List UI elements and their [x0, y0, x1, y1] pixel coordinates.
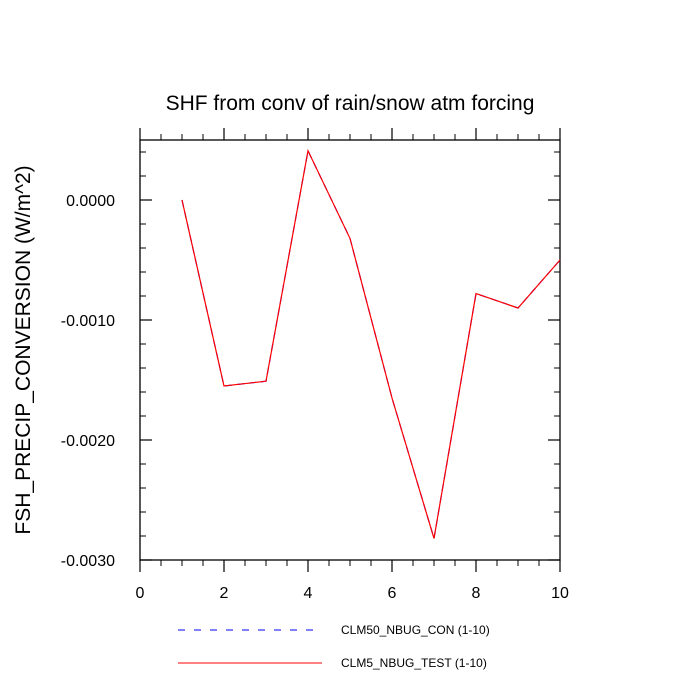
- x-tick-label: 4: [304, 585, 313, 602]
- y-axis: 0.0000 -0.0010 -0.0020 -0.0030: [61, 151, 560, 570]
- legend-label: CLM50_NBUG_CON (1-10): [341, 623, 490, 637]
- legend: CLM50_NBUG_CON (1-10) CLM5_NBUG_TEST (1-1…: [178, 623, 490, 670]
- legend-label: CLM5_NBUG_TEST (1-10): [341, 656, 487, 670]
- y-tick-label: -0.0010: [61, 313, 115, 330]
- y-tick-label: -0.0030: [61, 553, 115, 570]
- x-tick-label: 2: [220, 585, 229, 602]
- plot-frame: [139, 139, 561, 561]
- y-tick-label: 0.0000: [66, 193, 115, 210]
- x-tick-label: 8: [472, 585, 481, 602]
- series-line-1: [181, 148, 561, 539]
- y-tick-label: -0.0020: [61, 433, 115, 450]
- y-axis-label: FSH_PRECIP_CONVERSION (W/m^2): [12, 165, 35, 534]
- series-lines: [181, 148, 561, 539]
- series-line-2: [181, 148, 561, 539]
- x-tick-label: 10: [551, 585, 569, 602]
- x-axis: 0 2 4 6 8 10: [136, 128, 569, 602]
- chart-title: SHF from conv of rain/snow atm forcing: [166, 92, 535, 115]
- x-tick-label: 0: [136, 585, 145, 602]
- x-tick-label: 6: [388, 585, 397, 602]
